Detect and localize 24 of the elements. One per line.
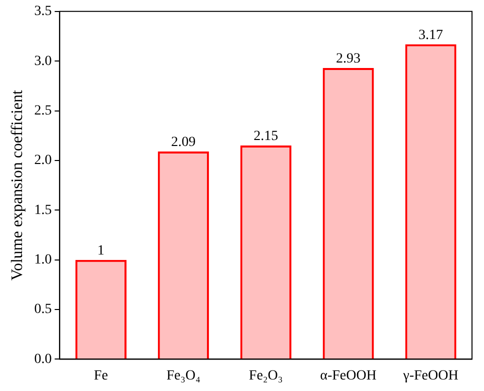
data-label: 2.09	[171, 135, 196, 150]
y-tick-label: 1.5	[34, 202, 52, 218]
x-tick-label: γ-FeOOH	[402, 368, 458, 384]
y-tick-label: 3.0	[34, 54, 52, 69]
data-label: 2.93	[336, 52, 361, 67]
bar	[405, 44, 456, 359]
x-tick-label: Fe₂O₃	[248, 368, 283, 384]
y-tick-label: 1.0	[34, 252, 52, 268]
data-label: 3.17	[418, 28, 444, 43]
y-tick-label: 2.5	[34, 103, 52, 118]
y-axis-title: Volume expansion coefficient	[8, 90, 26, 281]
y-tick-label: 2.0	[34, 153, 52, 168]
x-tick-label: Fe₃O₄	[166, 368, 200, 384]
bar	[240, 146, 292, 359]
y-tick-label: 0.0	[34, 352, 52, 367]
bar	[75, 260, 126, 359]
data-label: 1	[97, 244, 104, 258]
x-tick-label: Fe	[94, 368, 108, 384]
y-tick-label: 3.5	[34, 4, 52, 20]
x-tick-label: α-FeOOH	[320, 368, 376, 384]
bar	[158, 152, 209, 359]
data-label: 2.15	[254, 129, 278, 144]
y-tick-label: 0.5	[34, 302, 52, 318]
bar	[322, 68, 374, 359]
